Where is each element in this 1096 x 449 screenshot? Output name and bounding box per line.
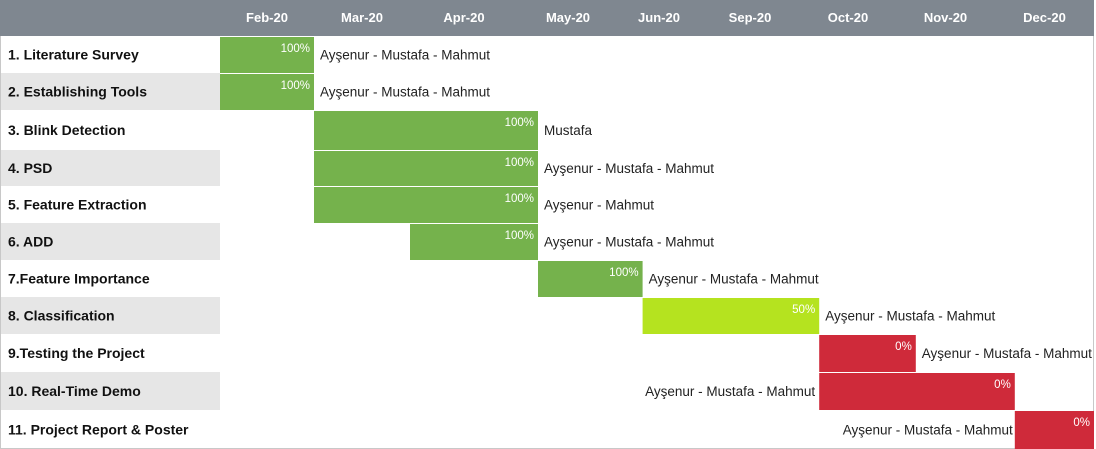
task-bar [220,74,314,110]
task-bar [1014,411,1094,449]
task-label: 10. Real-Time Demo [8,383,141,399]
month-header: Feb-20 Mar-20 Apr-20 May-20 Jun-20 Sep-20 Oct-… [0,0,1094,36]
month-label: Jun-20 [638,10,680,25]
progress-label: 0% [994,379,1011,391]
progress-label: 100% [505,193,534,205]
header-band [0,0,1094,36]
row-stripe [1,297,220,334]
progress-label: 100% [609,267,638,279]
assignee-label: Ayşenur - Mustafa - Mahmut [649,272,819,287]
task-bar [314,111,538,150]
task-label: 2. Establishing Tools [8,84,147,100]
task-bar [220,37,314,73]
month-label: Nov-20 [924,10,967,25]
assignee-label: Mustafa [544,123,593,138]
assignee-label: Ayşenur - Mahmut [544,198,654,213]
progress-label: 0% [895,341,912,353]
assignee-label: Ayşenur - Mustafa - Mahmut [320,85,490,100]
assignee-label: Ayşenur - Mustafa - Mahmut [825,309,995,324]
task-bar [642,298,820,334]
assignee-label: Ayşenur - Mustafa - Mahmut [922,346,1092,361]
task-bars [220,37,1094,449]
progress-label: 100% [505,117,534,129]
month-label: Apr-20 [443,10,484,25]
month-label: Feb-20 [246,10,288,25]
month-label: Oct-20 [828,10,868,25]
task-label: 6. ADD [8,234,53,250]
row-stripe [1,73,220,110]
task-label: 3. Blink Detection [8,122,125,138]
progress-label: 100% [281,80,310,92]
row-stripe [1,150,220,186]
row-stripe [1,223,220,260]
progress-label: 0% [1073,417,1090,429]
task-annotations: 100% Ayşenur - Mustafa - Mahmut 100% Ayşenu… [281,43,1093,438]
task-bar [410,224,538,260]
task-label: 8. Classification [8,308,115,324]
task-label: 9.Testing the Project [8,345,145,361]
task-bar [314,187,538,223]
progress-label: 50% [792,304,815,316]
task-label: 1. Literature Survey [8,47,139,63]
task-bar [314,151,538,186]
task-label: 4. PSD [8,160,52,176]
assignee-label: Ayşenur - Mustafa - Mahmut [544,235,714,250]
row-stripe [1,372,220,410]
progress-label: 100% [281,43,310,55]
task-label: 11. Project Report & Poster [8,422,189,438]
task-bar [538,261,643,297]
month-label: May-20 [546,10,590,25]
assignee-label: Ayşenur - Mustafa - Mahmut [843,423,1013,438]
month-label: Mar-20 [341,10,383,25]
progress-label: 100% [505,230,534,242]
month-label: Sep-20 [729,10,772,25]
assignee-label: Ayşenur - Mustafa - Mahmut [645,384,815,399]
task-rows: 1. Literature Survey 2. Establishing Tool… [1,47,220,438]
task-bar [819,373,1015,410]
assignee-label: Ayşenur - Mustafa - Mahmut [320,48,490,63]
task-bar [819,335,916,372]
assignee-label: Ayşenur - Mustafa - Mahmut [544,161,714,176]
task-label: 5. Feature Extraction [8,197,147,213]
progress-label: 100% [505,157,534,169]
month-label: Dec-20 [1023,10,1066,25]
task-label: 7.Feature Importance [8,271,150,287]
